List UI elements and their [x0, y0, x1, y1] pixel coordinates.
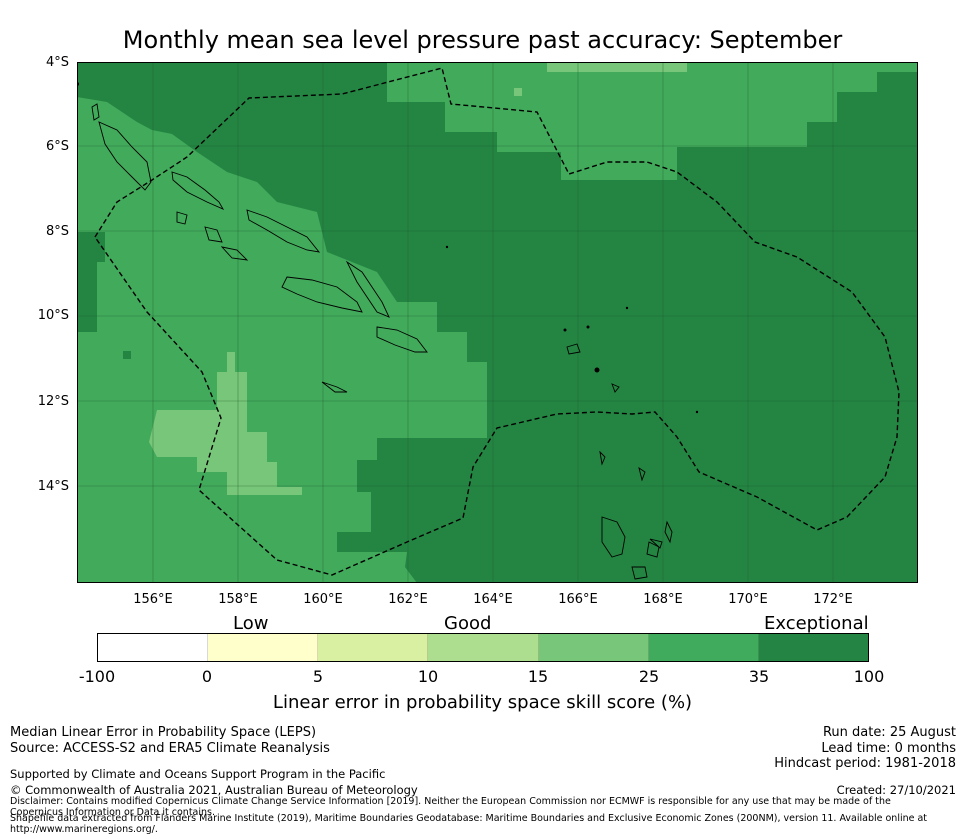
lat-label: 8°S	[45, 224, 69, 239]
island-guadalcanal	[281, 276, 363, 313]
island-santa-cruz	[611, 383, 620, 393]
colorbar-tick: 0	[201, 667, 213, 686]
colorbar-tick: 15	[527, 667, 549, 686]
colorbar-tick: 100	[853, 667, 885, 686]
colorbar-segment	[758, 634, 868, 661]
lon-label: 156°E	[133, 592, 173, 607]
lon-label: 172°E	[813, 592, 853, 607]
colorbar-tick: 5	[312, 667, 324, 686]
footer-source: Source: ACCESS-S2 and ERA5 Climate Reana…	[10, 741, 330, 756]
footer-run-date: Run date: 25 August	[822, 725, 956, 740]
island-new-georgia	[176, 211, 249, 261]
map-frame	[77, 62, 918, 583]
lat-label: 10°S	[37, 308, 69, 323]
footer-method: Median Linear Error in Probability Space…	[10, 725, 317, 740]
legend-category-exceptional: Exceptional	[764, 613, 869, 634]
colorbar-tick: -100	[78, 667, 116, 686]
colorbar-tick: 35	[748, 667, 770, 686]
lat-label: 12°S	[37, 394, 69, 409]
footer-hindcast-period: Hindcast period: 1981-2018	[774, 756, 956, 771]
chart-title: Monthly mean sea level pressure past acc…	[122, 26, 843, 54]
island-malaita	[345, 260, 390, 318]
colorbar-segment	[208, 634, 319, 661]
zone-very-good-ne	[667, 62, 918, 180]
colorbar-segment	[98, 634, 209, 661]
footer-shapefile: Shapefile data extracted from Flanders M…	[10, 813, 928, 835]
footer-support: Supported by Climate and Oceans Support …	[10, 767, 386, 781]
footer-disclaimer: Disclaimer: Contains modified Copernicus…	[10, 796, 891, 818]
lon-label: 164°E	[473, 592, 513, 607]
island-torres	[638, 466, 646, 482]
island-maewo	[664, 520, 673, 544]
legend-category-good: Good	[444, 613, 492, 634]
small-islets	[77, 82, 699, 414]
legend-category-low: Low	[233, 613, 269, 634]
lon-label: 158°E	[218, 592, 258, 607]
skill-map	[77, 62, 918, 583]
island-choiseul	[171, 171, 225, 210]
lon-label: 166°E	[558, 592, 598, 607]
island-rennell	[321, 381, 348, 393]
lon-label: 160°E	[303, 592, 343, 607]
island-efate	[631, 566, 648, 580]
graticule	[77, 62, 918, 583]
zone-good-dot	[514, 88, 522, 96]
lon-label: 170°E	[728, 592, 768, 607]
colorbar-segment	[428, 634, 539, 661]
island-malakula	[646, 541, 660, 558]
lon-label: 162°E	[388, 592, 428, 607]
lat-label: 14°S	[37, 479, 69, 494]
lat-label: 6°S	[45, 139, 69, 154]
colorbar-segment	[538, 634, 649, 661]
colorbar-title: Linear error in probability space skill …	[272, 692, 693, 713]
footer-lead-time: Lead time: 0 months	[821, 741, 956, 756]
island-ambae	[649, 538, 663, 549]
colorbar-tick: 10	[417, 667, 439, 686]
footer-created: Created: 27/10/2021	[836, 783, 956, 797]
island-banks	[599, 450, 606, 466]
coastlines	[91, 103, 673, 580]
zone-good-north	[547, 62, 687, 72]
lat-label: 4°S	[45, 55, 69, 70]
colorbar-segment	[648, 634, 759, 661]
colorbar	[97, 633, 869, 662]
island-buka	[91, 103, 100, 121]
footer-copyright: © Commonwealth of Australia 2021, Austra…	[10, 783, 418, 797]
zone-exceptional-nw	[77, 62, 918, 583]
island-vanikoro	[566, 343, 581, 355]
island-santa-isabel	[246, 209, 321, 253]
colorbar-tick: 25	[638, 667, 660, 686]
zone-exceptional-west	[77, 232, 105, 332]
colorbar-segment	[318, 634, 429, 661]
island-bougainville	[98, 121, 152, 191]
zone-exceptional-speck	[123, 351, 131, 359]
island-makira	[376, 326, 428, 353]
lon-label: 168°E	[643, 592, 683, 607]
zone-very-good-north	[387, 62, 667, 180]
zone-good-south	[149, 352, 302, 495]
island-espiritu-santo	[601, 516, 626, 558]
